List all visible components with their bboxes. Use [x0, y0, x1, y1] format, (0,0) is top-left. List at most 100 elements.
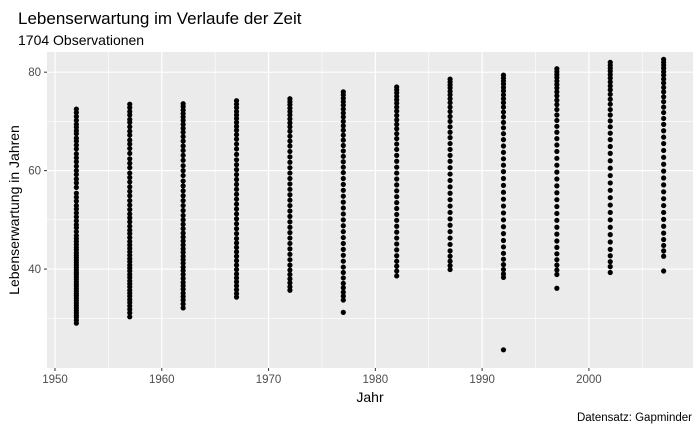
data-point [500, 88, 507, 94]
data-point [661, 109, 667, 116]
data-point [287, 224, 293, 230]
data-point [607, 202, 613, 208]
data-point [287, 148, 293, 155]
data-point [554, 251, 560, 257]
data-point [661, 230, 667, 236]
data-point [287, 181, 293, 187]
data-point [607, 172, 613, 179]
data-point [447, 184, 453, 190]
data-point [127, 119, 133, 125]
data-point [500, 100, 507, 106]
data-point [554, 262, 560, 268]
data-point [340, 269, 346, 276]
data-point [340, 175, 346, 182]
data-point [340, 252, 346, 258]
data-point [180, 242, 186, 248]
data-point [661, 147, 667, 154]
data-point [233, 249, 240, 255]
data-point [73, 146, 79, 152]
data-point [73, 155, 79, 161]
data-point [661, 248, 667, 254]
data-point [554, 267, 560, 273]
data-point [73, 218, 79, 224]
data-point [180, 198, 186, 204]
data-point [500, 104, 507, 110]
data-point [233, 244, 240, 251]
data-point [180, 129, 186, 135]
data-point [447, 129, 453, 135]
data-point [287, 246, 293, 252]
data-point [287, 165, 293, 171]
data-point [340, 181, 346, 188]
data-point [500, 92, 507, 98]
data-point [340, 205, 346, 211]
data-point [180, 271, 186, 278]
data-point [661, 182, 667, 188]
data-point [661, 216, 667, 222]
data-point [287, 271, 293, 278]
data-point [554, 155, 560, 161]
data-point [554, 197, 560, 203]
data-point [233, 119, 240, 125]
data-point [661, 242, 667, 249]
data-point [394, 241, 400, 247]
data-point [500, 175, 507, 182]
data-point [340, 106, 346, 112]
data-point [180, 152, 186, 158]
data-point [287, 170, 293, 176]
data-point [340, 217, 346, 223]
data-point [233, 262, 240, 268]
data-point [607, 106, 613, 113]
data-point [73, 163, 79, 169]
data-point [73, 151, 79, 157]
data-point [607, 180, 613, 186]
data-point [233, 105, 240, 111]
data-point [500, 217, 507, 223]
data-point [180, 221, 186, 227]
data-point [340, 309, 346, 315]
data-point [394, 229, 400, 235]
data-point [233, 275, 240, 281]
data-point [180, 297, 186, 303]
y-tick-label: 60 [28, 166, 41, 178]
data-point [447, 253, 453, 259]
data-point [607, 209, 613, 216]
data-point [394, 164, 400, 170]
data-point [394, 141, 400, 147]
data-point [554, 142, 560, 148]
x-tick-label: 2000 [576, 374, 602, 386]
data-point [127, 124, 133, 130]
data-point [233, 206, 240, 212]
data-point [73, 225, 79, 231]
data-point [73, 109, 79, 116]
data-point [180, 138, 186, 144]
data-point [554, 169, 560, 175]
data-point [447, 92, 453, 98]
data-point [180, 238, 186, 244]
data-point [500, 244, 507, 250]
data-point [500, 114, 507, 120]
data-point [180, 207, 186, 214]
data-point [233, 146, 240, 152]
data-point [394, 188, 400, 194]
data-point [554, 271, 560, 278]
data-point [661, 175, 667, 181]
data-point [233, 196, 240, 202]
x-axis: 1950 1960 1970 1980 1990 2000 [42, 368, 602, 386]
data-point [287, 262, 293, 268]
data-point [287, 257, 293, 263]
data-point [607, 83, 613, 89]
data-point [340, 297, 346, 303]
data-point [180, 168, 186, 174]
data-point [180, 183, 186, 189]
data-point [607, 253, 613, 259]
data-point [554, 93, 560, 99]
data-point [73, 171, 79, 178]
data-point [73, 180, 79, 186]
data-point [661, 121, 667, 127]
data-point [287, 116, 293, 122]
data-point [340, 110, 346, 116]
data-point [180, 193, 186, 199]
data-point [447, 171, 453, 177]
data-point [233, 235, 240, 242]
